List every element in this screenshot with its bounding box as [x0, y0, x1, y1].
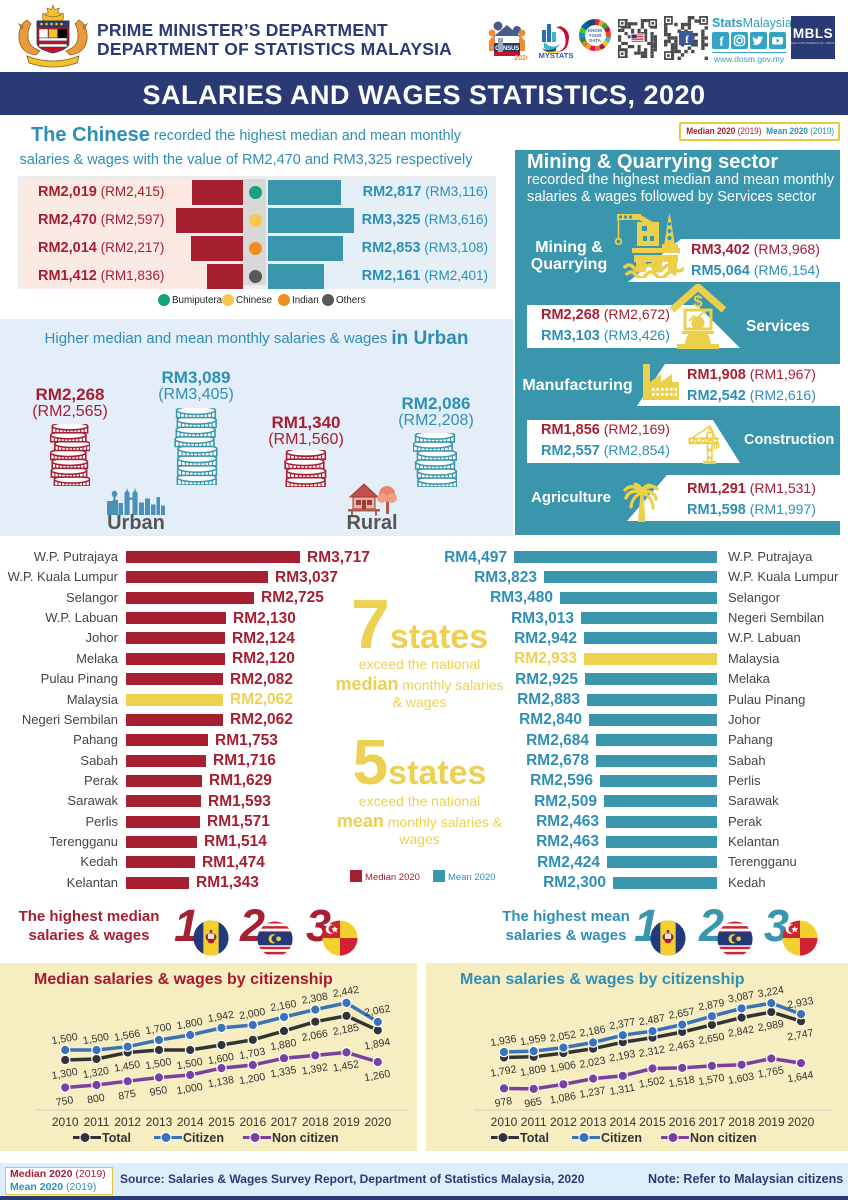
svg-text:MYSTATS: MYSTATS — [539, 51, 574, 60]
svg-text:2020: 2020 — [514, 55, 527, 61]
svg-text:CENSUS: CENSUS — [495, 46, 519, 52]
svg-text:f: f — [685, 34, 689, 46]
svg-text:$: $ — [693, 292, 703, 311]
svg-text:f: f — [719, 34, 724, 49]
